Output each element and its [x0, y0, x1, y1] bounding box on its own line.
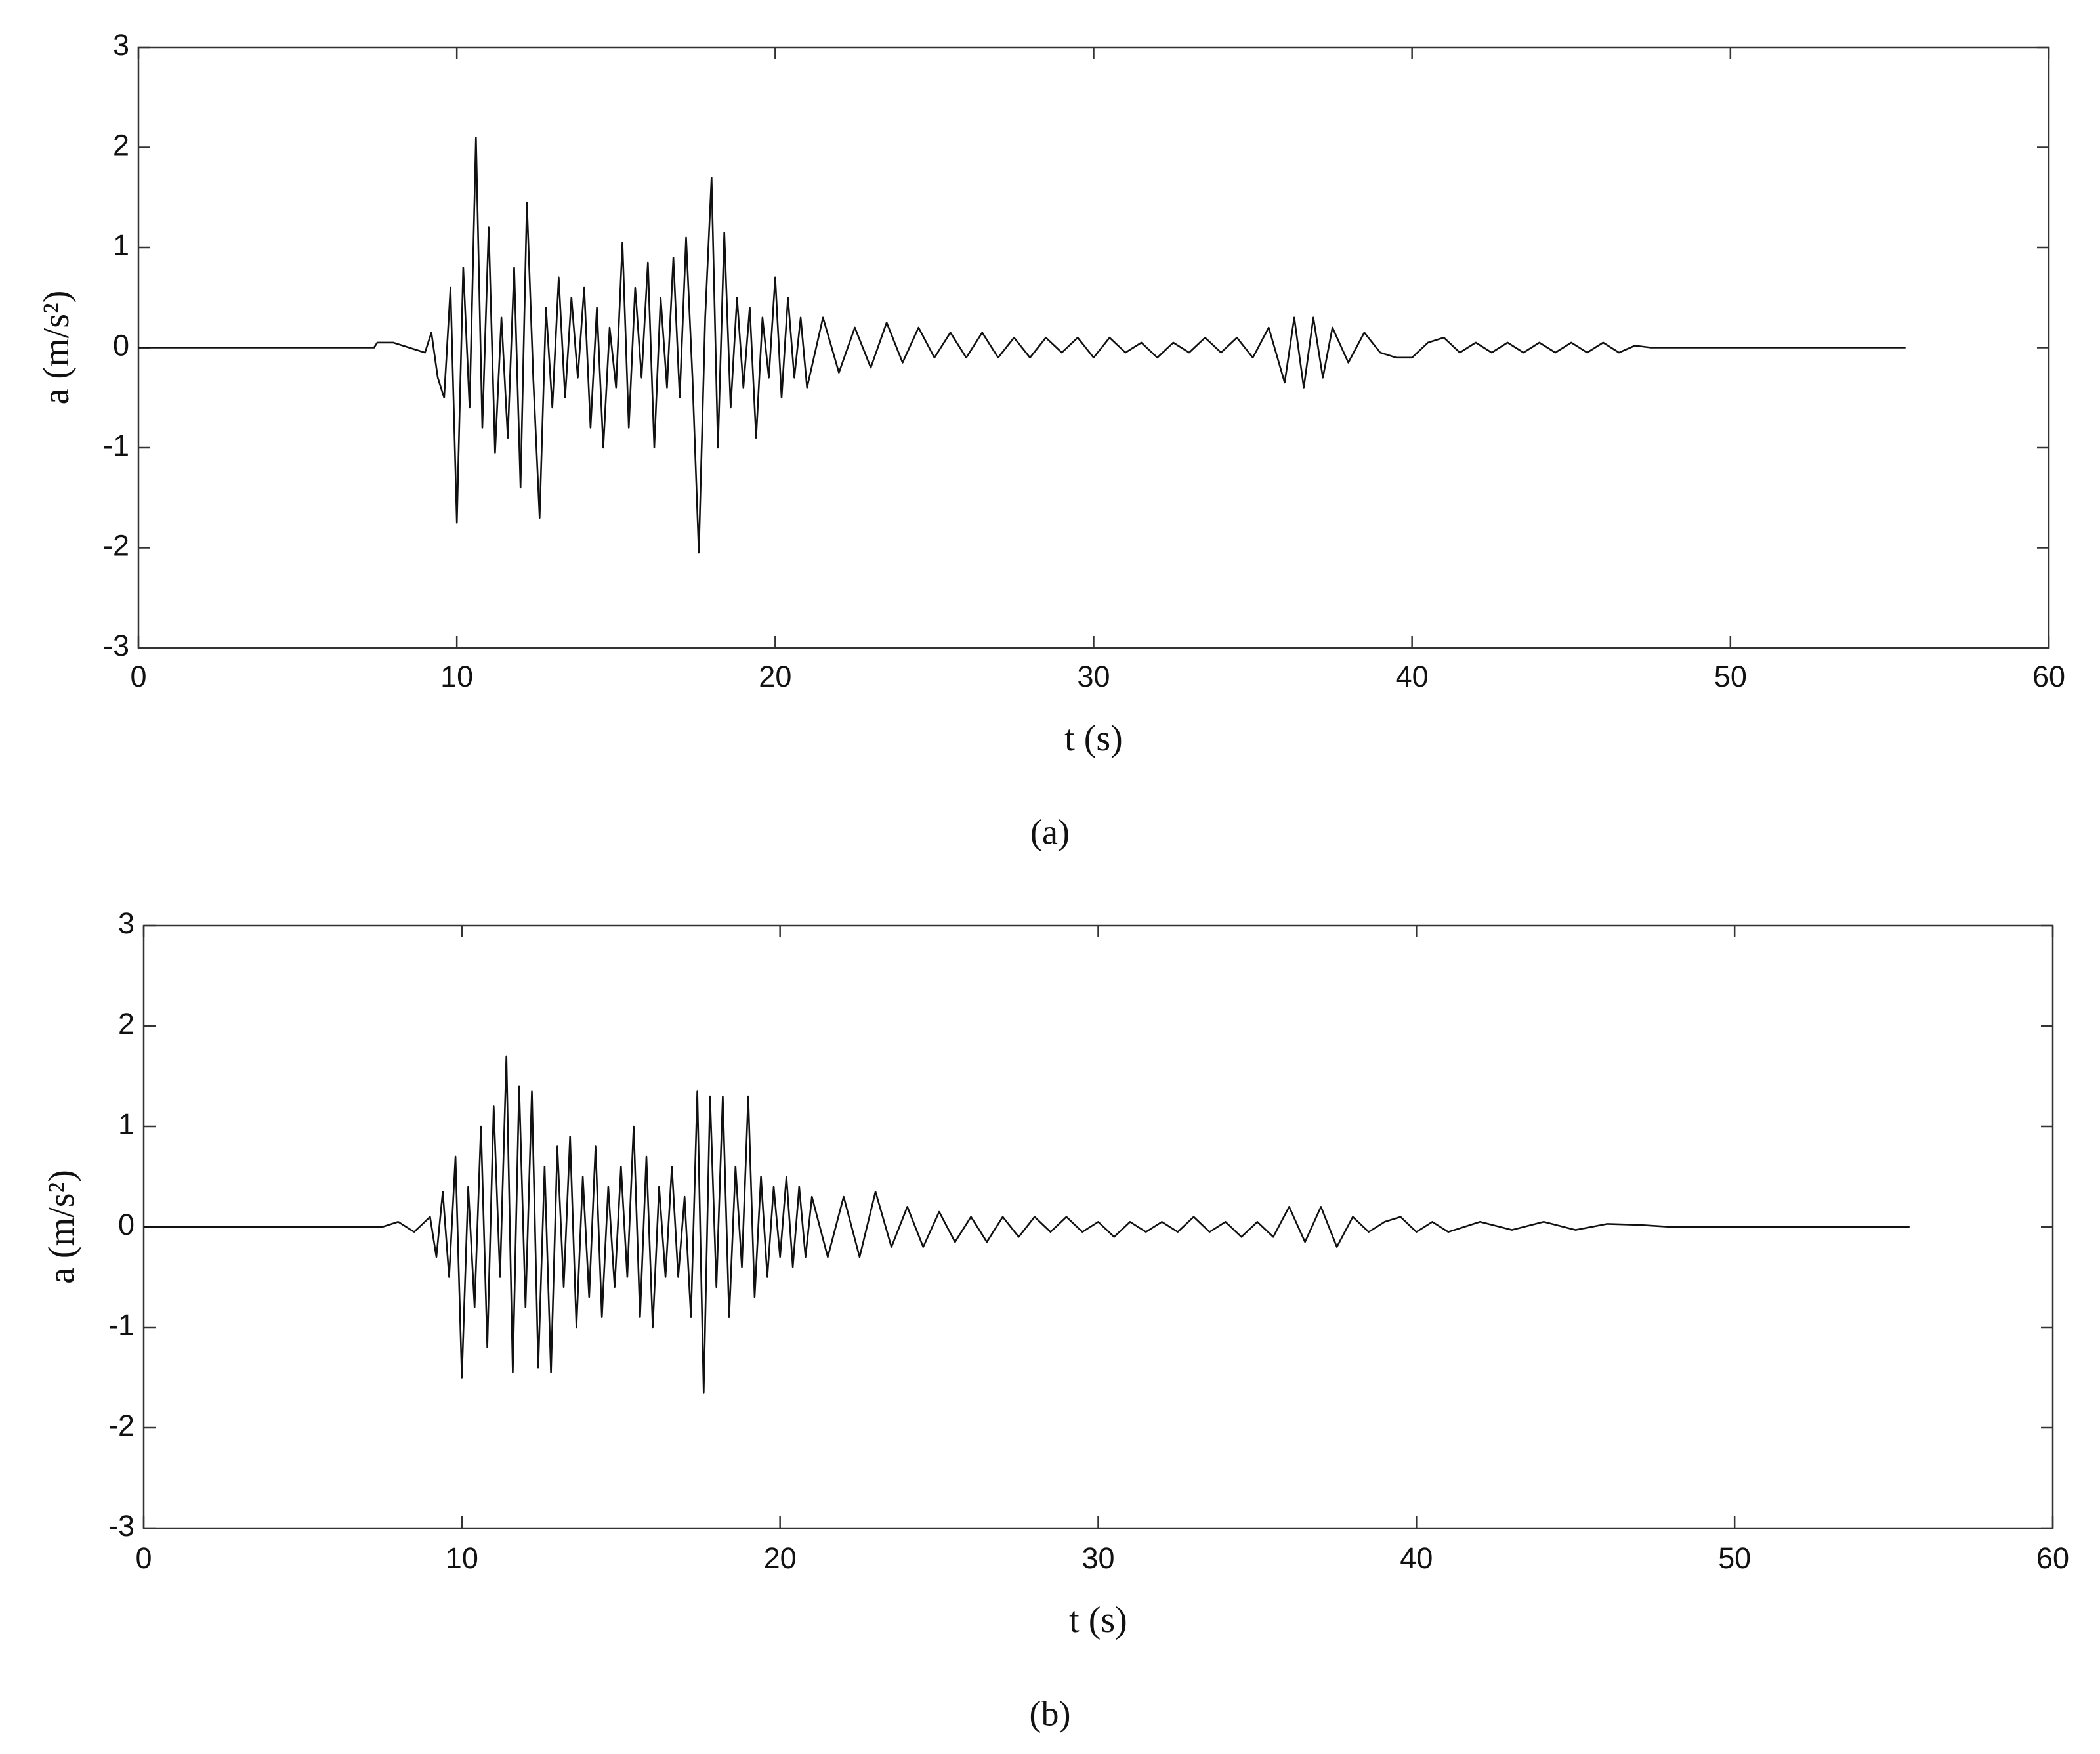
x-tick-label: 60: [2032, 660, 2065, 693]
x-tick-label: 20: [759, 660, 791, 693]
caption: (a): [1030, 812, 1070, 851]
x-tick-label: 20: [764, 1541, 797, 1575]
y-tick-label: -2: [108, 1409, 135, 1442]
signal-line: [144, 1055, 1910, 1394]
x-axis-label: t (s): [1069, 1600, 1127, 1640]
y-axis-label: a (m/s²): [36, 291, 77, 405]
y-tick-label: -3: [108, 1509, 135, 1543]
y-tick-label: 1: [113, 228, 129, 262]
y-tick-label: 3: [118, 907, 135, 940]
signal-line: [138, 137, 1906, 554]
y-tick-label: 0: [113, 328, 129, 362]
y-tick-label: 1: [118, 1107, 135, 1141]
x-tick-label: 10: [440, 660, 473, 693]
y-tick-label: -1: [103, 429, 129, 462]
x-tick-label: 50: [1718, 1541, 1751, 1575]
y-tick-label: -2: [103, 528, 129, 562]
x-tick-label: 40: [1396, 660, 1429, 693]
x-axis-label: t (s): [1064, 718, 1123, 759]
y-tick-label: 2: [118, 1007, 135, 1040]
y-tick-label: 2: [113, 128, 129, 161]
x-tick-label: 40: [1400, 1541, 1433, 1575]
x-tick-label: 0: [130, 660, 146, 693]
x-tick-label: 0: [135, 1541, 152, 1575]
y-tick-label: -1: [108, 1308, 135, 1342]
y-tick-label: 3: [113, 28, 129, 62]
y-tick-label: -3: [103, 629, 129, 662]
y-tick-label: 0: [118, 1208, 135, 1241]
y-axis-label: a (m/s²): [41, 1170, 82, 1284]
x-tick-label: 60: [2036, 1541, 2069, 1575]
x-tick-label: 30: [1077, 660, 1110, 693]
x-tick-label: 10: [446, 1541, 478, 1575]
caption: (b): [1030, 1694, 1071, 1733]
x-tick-label: 30: [1082, 1541, 1114, 1575]
x-tick-label: 50: [1714, 660, 1747, 693]
